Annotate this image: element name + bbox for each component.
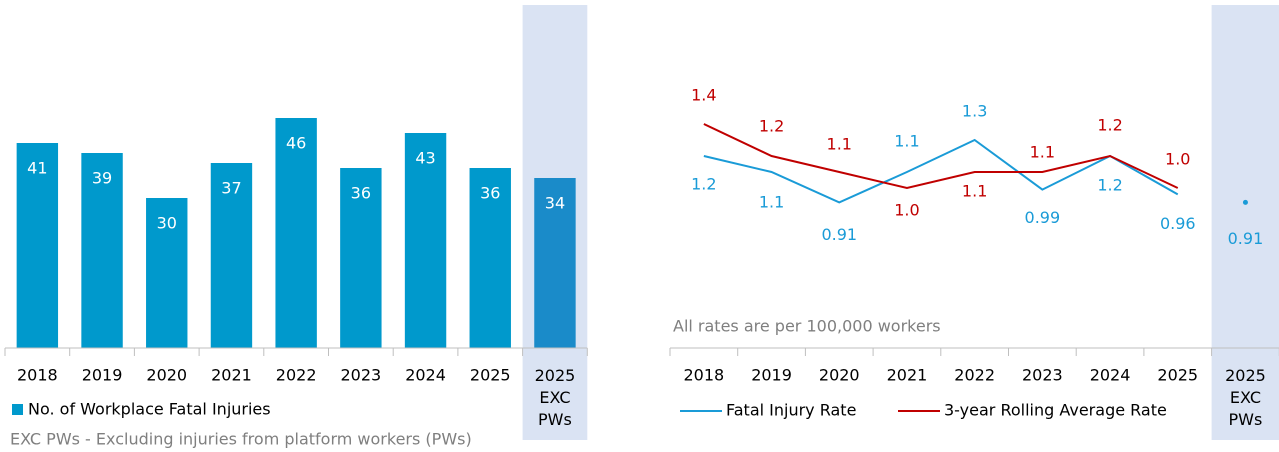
annotation: All rates are per 100,000 workers: [673, 317, 941, 336]
x-tick-label: 2019: [82, 366, 123, 385]
bar: [81, 153, 123, 348]
data-label: 0.91: [821, 225, 857, 244]
annotation: EXC PWs - Excluding injuries from platfo…: [10, 430, 472, 449]
data-label: 1.2: [691, 175, 716, 194]
data-label: 1.1: [894, 132, 919, 151]
bar: [534, 178, 576, 348]
data-label: 1.4: [691, 86, 716, 105]
bar: [16, 143, 59, 348]
data-label: 37: [221, 179, 241, 198]
x-tick-label: 2024: [1090, 366, 1131, 385]
x-tick-label: 2023: [1022, 366, 1063, 385]
legend-label: 3-year Rolling Average Rate: [944, 401, 1167, 420]
x-tick-label: 2018: [17, 366, 58, 385]
legend-label: Fatal Injury Rate: [726, 401, 856, 420]
data-label: 1.1: [962, 182, 987, 201]
data-label: 39: [92, 169, 112, 188]
data-label: 0.91: [1228, 229, 1264, 248]
x-tick-label: 2022: [954, 366, 995, 385]
bar: [210, 163, 253, 348]
x-tick-label: 2025: [1157, 366, 1198, 385]
data-label: 1.1: [1030, 143, 1055, 162]
highlight-band: [1211, 5, 1279, 440]
x-tick-label: 2021: [887, 366, 928, 385]
data-label: 34: [545, 194, 565, 213]
data-label: 41: [27, 159, 47, 178]
line: [703, 138, 1179, 204]
x-tick-label: 2024: [405, 366, 446, 385]
x-tick-label: 2018: [683, 366, 724, 385]
data-label: 1.2: [759, 117, 784, 136]
data-label: 1.3: [962, 102, 987, 121]
x-tick-label: 2022: [276, 366, 317, 385]
bar: [146, 198, 188, 348]
data-label: 1.1: [759, 193, 784, 212]
x-tick-label: 2025: [470, 366, 511, 385]
legend-swatch: [12, 404, 23, 415]
data-label: 43: [415, 149, 435, 168]
x-tick-label: 2020: [146, 366, 187, 385]
line: [703, 123, 1179, 190]
point: [1242, 199, 1248, 205]
data-label: 30: [157, 214, 177, 233]
x-tick-label: 2025 EXC PWs: [535, 366, 576, 429]
data-label: 1.0: [894, 201, 919, 220]
data-label: 1.2: [1097, 176, 1122, 195]
data-label: 1.0: [1165, 150, 1190, 169]
data-label: 1.1: [827, 135, 852, 154]
x-tick-label: 2025 EXC PWs: [1225, 366, 1266, 429]
x-tick-label: 2023: [340, 366, 381, 385]
bar: [469, 168, 511, 348]
data-label: 46: [286, 134, 306, 153]
data-label: 1.2: [1097, 116, 1122, 135]
bar: [275, 118, 317, 348]
x-tick-label: 2020: [819, 366, 860, 385]
data-label: 36: [351, 184, 371, 203]
bar: [340, 168, 382, 348]
data-label: 0.96: [1160, 214, 1196, 233]
x-tick-label: 2019: [751, 366, 792, 385]
x-tick-label: 2021: [211, 366, 252, 385]
legend-label: No. of Workplace Fatal Injuries: [28, 400, 271, 419]
bar: [404, 133, 447, 348]
data-label: 0.99: [1025, 208, 1061, 227]
data-label: 36: [480, 184, 500, 203]
